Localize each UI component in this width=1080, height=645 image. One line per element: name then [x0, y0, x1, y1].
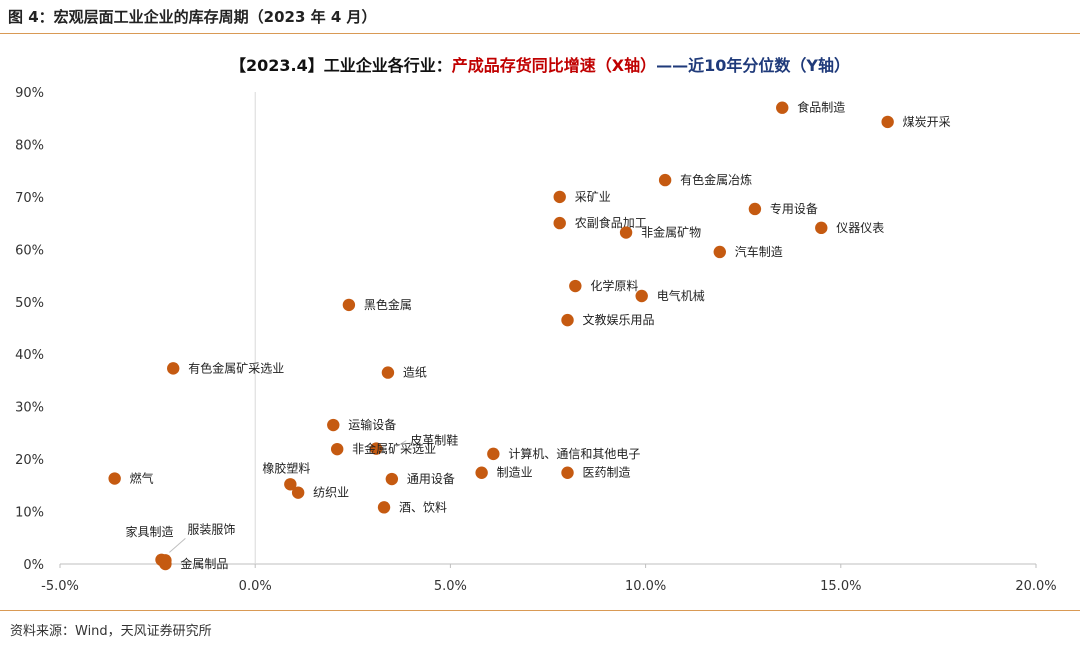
point-label: 医药制造: [583, 466, 631, 480]
scatter-point: [748, 202, 762, 216]
x-tick-label: 15.0%: [820, 579, 861, 594]
point-label: 计算机、通信和其他电子: [508, 446, 640, 461]
scatter-point: [167, 362, 180, 375]
chart-title-part-3: ——近10年分位数（Y轴）: [656, 56, 850, 75]
point-label: 电气机械: [657, 288, 705, 303]
point-label: 食品制造: [797, 100, 845, 115]
y-tick-label: 10%: [15, 506, 44, 521]
scatter-point: [658, 173, 672, 187]
bottom-divider: [0, 610, 1080, 611]
x-tick-label: 20.0%: [1015, 579, 1056, 594]
scatter-point: [635, 289, 648, 303]
scatter-point: [569, 279, 582, 293]
scatter-point: [553, 190, 566, 204]
y-tick-label: 90%: [15, 86, 44, 101]
chart-title: 【2023.4】工业企业各行业：产成品存货同比增速（X轴）——近10年分位数（Y…: [0, 52, 1080, 76]
point-label: 黑色金属: [364, 297, 412, 312]
scatter-point: [108, 472, 121, 485]
x-tick-label: 10.0%: [625, 579, 666, 594]
y-tick-label: 70%: [15, 191, 44, 206]
scatter-point: [291, 486, 305, 499]
point-label: 专用设备: [770, 201, 818, 216]
scatter-point: [815, 221, 828, 235]
point-label: 皮革制鞋: [410, 433, 458, 448]
point-label: 酒、饮料: [399, 500, 447, 514]
scatter-point: [553, 216, 566, 230]
scatter-point: [713, 245, 726, 259]
scatter-point: [342, 298, 356, 312]
y-tick-label: 20%: [15, 453, 44, 468]
y-tick-label: 50%: [15, 296, 44, 311]
scatter-point: [381, 366, 395, 379]
scatter-point: [284, 478, 297, 491]
label-leader-line: [395, 440, 407, 448]
y-tick-label: 30%: [15, 401, 44, 416]
scatter-point: [475, 466, 488, 479]
scatter-point: [159, 557, 172, 571]
point-label: 造纸: [403, 366, 427, 380]
y-tick-label: 0%: [23, 558, 44, 573]
point-label: 采矿业: [575, 190, 611, 204]
point-label: 橡胶塑料: [262, 460, 310, 475]
scatter-point: [776, 101, 789, 114]
top-divider: [0, 33, 1080, 34]
point-label: 金属制品: [180, 556, 228, 571]
source-note: 资料来源：Wind，天风证券研究所: [10, 624, 212, 639]
point-label: 纺织业: [313, 486, 349, 500]
x-tick-label: -5.0%: [41, 579, 79, 594]
scatter-point: [327, 418, 340, 432]
point-label: 农副食品加工: [575, 215, 647, 230]
point-label: 非金属矿物: [641, 225, 701, 240]
point-label: 运输设备: [348, 417, 396, 432]
scatter-point: [619, 226, 633, 239]
y-tick-label: 40%: [15, 348, 44, 363]
point-label: 家具制造: [125, 524, 173, 539]
point-label: 文教娱乐用品: [583, 312, 655, 327]
y-tick-label: 60%: [15, 243, 44, 258]
figure-title: 图 4：宏观层面工业企业的库存周期（2023 年 4 月）: [8, 8, 377, 26]
point-label: 非金属矿采选业: [352, 441, 436, 456]
point-label: 化学原料: [590, 278, 638, 293]
point-label: 汽车制造: [735, 244, 783, 259]
scatter-point: [377, 501, 391, 514]
x-tick-label: 0.0%: [239, 579, 272, 594]
point-label: 有色金属矿采选业: [188, 360, 284, 375]
point-label: 制造业: [497, 466, 533, 480]
point-label: 有色金属冶炼: [680, 172, 752, 187]
scatter-point: [561, 466, 574, 479]
chart-title-part-1: 【2023.4】工业企业各行业：: [230, 56, 452, 75]
point-label: 通用设备: [407, 472, 455, 486]
scatter-point: [881, 115, 894, 129]
point-label: 仪器仪表: [836, 221, 884, 235]
scatter-point: [370, 442, 383, 455]
chart-title-part-2: 产成品存货同比增速（X轴）: [451, 56, 657, 75]
scatter-point: [561, 313, 574, 327]
point-label: 燃气: [130, 471, 154, 486]
y-tick-label: 80%: [15, 138, 44, 153]
point-label: 煤炭开采: [903, 115, 951, 129]
x-tick-label: 5.0%: [434, 579, 467, 594]
scatter-point: [487, 447, 500, 461]
scatter-point: [330, 442, 344, 456]
point-label: 服装服饰: [187, 522, 235, 536]
label-leader-line: [169, 537, 186, 553]
scatter-point: [385, 472, 399, 486]
